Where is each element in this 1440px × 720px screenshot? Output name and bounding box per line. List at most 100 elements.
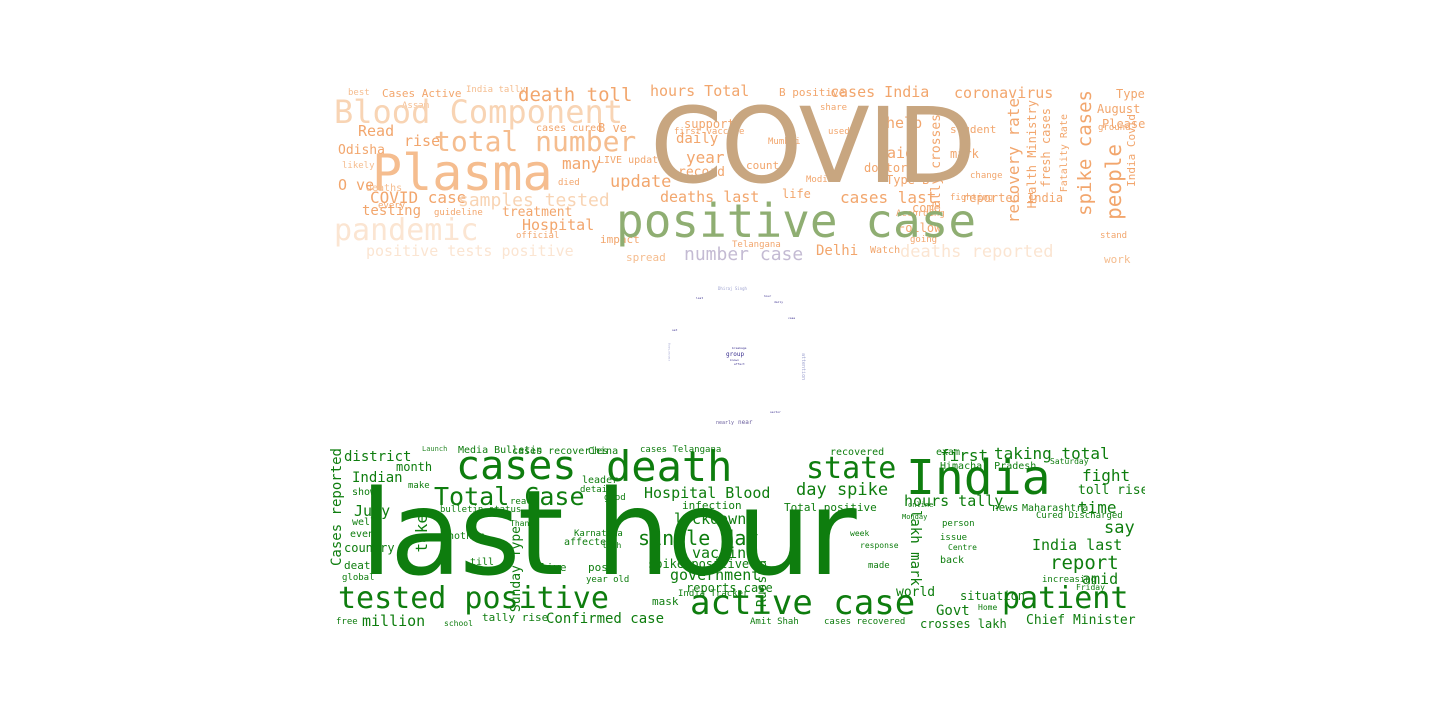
word-saturday: Saturday bbox=[1050, 457, 1089, 466]
word-first-vaccine: first vaccine bbox=[674, 127, 745, 137]
word-b-ve: B ve bbox=[598, 121, 627, 135]
word-odisha: Odisha bbox=[338, 143, 385, 158]
word-lakh-mark: lakh mark bbox=[907, 510, 923, 586]
word-follow: Follow bbox=[898, 221, 942, 235]
word-testing: testing bbox=[362, 203, 422, 219]
word-ground: ground bbox=[1098, 123, 1131, 133]
word-attention: attention bbox=[800, 353, 806, 381]
word-good: good bbox=[604, 493, 626, 503]
word-cases: cases bbox=[456, 444, 577, 489]
word-launch: Launch bbox=[422, 445, 448, 453]
word-crosses-lakh: crosses lakh bbox=[920, 617, 1007, 630]
word-mid-daily: daily bbox=[774, 300, 784, 304]
word-according: According bbox=[896, 209, 945, 219]
word-health-ministry: Health Ministry bbox=[1025, 100, 1039, 209]
word-samples-tested: samples tested bbox=[458, 190, 610, 211]
word-death2: death bbox=[344, 559, 378, 572]
word-best: best bbox=[348, 88, 370, 98]
word-mid-sector: sector bbox=[770, 410, 781, 414]
word-count: count bbox=[746, 159, 780, 172]
word-show: show bbox=[352, 487, 377, 498]
word-even: even bbox=[350, 529, 375, 540]
word-group: group bbox=[726, 351, 745, 358]
word-modi: Modi bbox=[806, 175, 828, 185]
word-mid-case: case bbox=[788, 316, 796, 320]
word-spread: spread bbox=[626, 251, 666, 264]
word-hospital-blood: Hospital Blood bbox=[644, 484, 771, 502]
word-blood-component: Blood Component bbox=[334, 93, 623, 131]
word-india-last: India last bbox=[1032, 536, 1123, 554]
word-daily: daily bbox=[676, 131, 719, 147]
word-amit-shah: Amit Shah bbox=[750, 617, 799, 627]
word-last-hour: last hour bbox=[360, 464, 857, 602]
word-mid-effect: effect bbox=[734, 362, 745, 366]
word-spike-positive: spike positive bbox=[648, 557, 750, 571]
word-nearly: nearly bbox=[716, 420, 735, 426]
word-situation: situation bbox=[960, 589, 1026, 603]
word-fresh-cases: fresh cases bbox=[1039, 108, 1053, 188]
word-karnataka: Karnataka bbox=[574, 529, 623, 539]
word-exam: exam bbox=[936, 447, 961, 458]
word-active-case: active case bbox=[690, 583, 916, 623]
word-total-number: total number bbox=[434, 125, 637, 158]
word-increasing: increasing bbox=[1042, 575, 1097, 585]
word-detail: detail bbox=[580, 485, 613, 495]
word-time: time bbox=[1078, 498, 1117, 517]
word-state: state bbox=[806, 451, 897, 486]
word-total-positive: Total positive bbox=[784, 501, 877, 514]
word-cases-india: cases India bbox=[830, 84, 930, 101]
word-reach: reach bbox=[510, 497, 538, 507]
word-reported-india: reported India bbox=[962, 191, 1064, 205]
word-deaths: deaths bbox=[366, 183, 403, 194]
word-deaths-reported: deaths reported bbox=[900, 242, 1054, 262]
word-life: life bbox=[782, 187, 811, 201]
word-near: near bbox=[738, 419, 753, 426]
word-india-tally: India tally bbox=[466, 85, 526, 95]
word-positive-tests-positive: positive tests positive bbox=[366, 242, 574, 260]
word-till: till bbox=[470, 557, 495, 568]
word-infection: infection bbox=[682, 499, 742, 512]
word-live-update: LIVE update bbox=[598, 155, 665, 166]
word-country: country bbox=[344, 541, 395, 555]
word-watch: Watch bbox=[870, 245, 901, 256]
word-tally-rise: tally rise bbox=[482, 611, 549, 624]
word-type: Type bbox=[1116, 87, 1145, 101]
bottom-word-cloud: Launch Media Bulletin cases recoveries C… bbox=[330, 444, 1145, 630]
word-year: year bbox=[686, 148, 725, 167]
word-number-case: number case bbox=[684, 244, 804, 265]
word-another: another bbox=[442, 531, 485, 542]
word-leader: leader bbox=[582, 475, 619, 486]
word-cases-recoveries: cases recoveries bbox=[512, 446, 609, 457]
word-world: world bbox=[896, 585, 936, 600]
word-taking-total: taking total bbox=[994, 444, 1110, 463]
top-word-cloud: best Cases Active India tally Assam ever… bbox=[330, 84, 1145, 270]
word-assam: Assam bbox=[402, 101, 430, 111]
word-govt: Govt bbox=[936, 603, 970, 619]
word-going: going bbox=[910, 235, 938, 245]
word-coronavirus: coronavirus bbox=[954, 84, 1054, 102]
word-update: update bbox=[610, 172, 672, 192]
word-year-old: year old bbox=[586, 575, 630, 585]
word-b-positive: B positive bbox=[779, 86, 846, 99]
word-pandemic: pandemic bbox=[334, 213, 479, 248]
word-cases-telangana: cases Telangana bbox=[640, 445, 722, 455]
word-mark: mark bbox=[950, 147, 979, 161]
word-covid: COVID bbox=[650, 85, 977, 207]
word-telangana: Telangana bbox=[732, 240, 781, 250]
word-government: government bbox=[670, 566, 761, 584]
word-school: school bbox=[444, 619, 473, 628]
word-news: news bbox=[992, 501, 1019, 514]
word-make: make bbox=[408, 481, 430, 491]
word-record: record bbox=[678, 165, 725, 180]
word-hospital: Hospital bbox=[522, 216, 595, 234]
word-home: Home bbox=[978, 603, 998, 612]
word-many: many bbox=[562, 154, 601, 173]
word-patient: patient bbox=[1002, 581, 1129, 616]
word-hours-tally: hours tally bbox=[904, 492, 1004, 510]
word-centre: Centre bbox=[948, 543, 977, 552]
word-mid-concerning: concerning bbox=[667, 343, 671, 362]
word-month: month bbox=[396, 460, 433, 474]
word-total-case: Total Case bbox=[434, 482, 585, 511]
word-recovered: recovered bbox=[830, 447, 885, 458]
word-delhi: Delhi bbox=[816, 243, 859, 259]
